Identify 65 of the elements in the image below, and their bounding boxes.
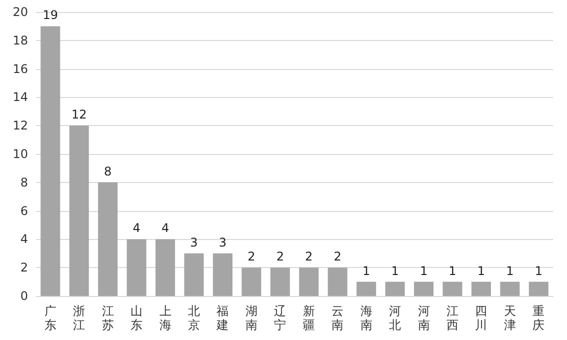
bar bbox=[328, 268, 348, 296]
bar bbox=[528, 282, 548, 296]
bar bbox=[40, 26, 60, 296]
x-tick-label: 广东 bbox=[44, 304, 56, 332]
y-tick-label: 16 bbox=[12, 62, 28, 76]
data-label: 1 bbox=[534, 264, 542, 278]
x-tick-label: 江西 bbox=[446, 304, 458, 332]
x-tick-label: 浙江 bbox=[73, 304, 86, 332]
data-label: 1 bbox=[362, 264, 370, 278]
x-tick-label: 辽宁 bbox=[274, 304, 286, 332]
bar bbox=[184, 253, 204, 296]
data-label: 4 bbox=[161, 221, 170, 236]
x-tick-label: 重庆 bbox=[532, 304, 545, 332]
bar bbox=[442, 282, 462, 296]
x-tick-label: 福建 bbox=[216, 304, 229, 332]
data-label: 2 bbox=[276, 250, 284, 264]
data-label: 1 bbox=[420, 264, 428, 278]
bar bbox=[414, 282, 434, 296]
data-label: 2 bbox=[305, 250, 313, 264]
bar bbox=[126, 239, 146, 296]
data-label: 19 bbox=[42, 8, 58, 22]
bar bbox=[212, 253, 232, 296]
data-label: 1 bbox=[506, 264, 514, 278]
y-tick-label: 2 bbox=[20, 260, 28, 275]
data-label: 3 bbox=[190, 235, 198, 250]
bar bbox=[69, 126, 89, 296]
y-tick-label: 0 bbox=[20, 289, 28, 303]
y-tick-label: 8 bbox=[20, 175, 28, 190]
x-tick-label: 海南 bbox=[360, 304, 372, 332]
y-tick-label: 20 bbox=[12, 5, 28, 19]
data-label: 4 bbox=[132, 221, 140, 236]
data-label: 2 bbox=[248, 250, 256, 264]
bar bbox=[471, 282, 491, 296]
x-tick-label: 河南 bbox=[418, 304, 430, 332]
bar bbox=[500, 282, 520, 296]
x-tick-label: 新疆 bbox=[302, 304, 315, 332]
data-label: 12 bbox=[71, 108, 87, 122]
data-label: 1 bbox=[391, 264, 399, 278]
y-tick-label: 18 bbox=[12, 33, 28, 48]
bar bbox=[270, 268, 290, 296]
x-tick-label: 四川 bbox=[475, 304, 488, 332]
bar bbox=[98, 182, 118, 296]
data-label: 1 bbox=[448, 264, 456, 278]
x-tick-label: 云南 bbox=[332, 304, 344, 332]
y-tick-label: 6 bbox=[20, 204, 28, 218]
x-tick-label: 山东 bbox=[130, 304, 143, 332]
x-tick-label: 江苏 bbox=[102, 304, 114, 332]
bar bbox=[155, 239, 176, 296]
data-label: 2 bbox=[334, 250, 342, 264]
y-tick-label: 12 bbox=[12, 118, 28, 133]
x-tick-label: 北京 bbox=[188, 304, 200, 332]
y-tick-label: 10 bbox=[12, 147, 28, 161]
x-tick-label: 河北 bbox=[389, 304, 402, 332]
x-tick-label: 上海 bbox=[159, 304, 172, 332]
bar bbox=[299, 268, 319, 296]
y-tick-label: 14 bbox=[12, 90, 28, 104]
bar bbox=[356, 282, 376, 296]
y-tick-label: 4 bbox=[20, 232, 28, 246]
bar bbox=[385, 282, 405, 296]
bar bbox=[242, 268, 262, 296]
data-label: 3 bbox=[218, 235, 227, 250]
data-label: 1 bbox=[477, 264, 486, 278]
x-tick-label: 天津 bbox=[504, 304, 516, 332]
x-tick-label: 湖南 bbox=[245, 304, 258, 332]
data-label: 8 bbox=[104, 164, 112, 178]
